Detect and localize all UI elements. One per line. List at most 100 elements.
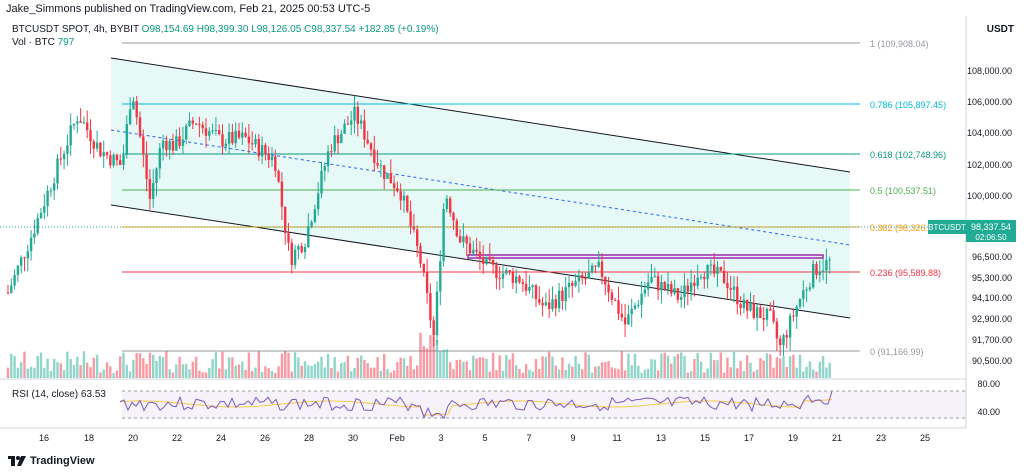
volume-bar [709, 353, 713, 378]
volume-bar [548, 351, 551, 378]
volume-bar [346, 355, 350, 378]
candle-body [6, 292, 10, 294]
candle-body [409, 211, 412, 227]
volume-bar [287, 352, 290, 378]
candle-body [317, 193, 320, 210]
candle-body [752, 303, 755, 318]
volume-bar [307, 365, 310, 378]
volume-bar [359, 355, 363, 378]
candle-body [369, 143, 373, 150]
volume-bar [587, 354, 590, 378]
candle-body [435, 291, 439, 336]
candle-body [227, 132, 231, 144]
volume-label[interactable]: Vol · BTC [12, 37, 55, 48]
candle-body [59, 158, 62, 160]
y-axis-tick: 100,000.00 [967, 191, 1012, 201]
volume-bar [650, 359, 653, 378]
candle-body [260, 145, 264, 157]
volume-bar [145, 363, 148, 378]
volume-bar [716, 360, 719, 378]
candle-body [13, 274, 16, 286]
candle-body [498, 278, 501, 280]
candle-body [356, 106, 359, 124]
candle-body [125, 124, 128, 155]
candle-body [158, 148, 161, 169]
candle-body [211, 130, 214, 132]
volume-bar [808, 361, 812, 378]
volume-bar [419, 332, 422, 378]
candle-body [726, 282, 729, 289]
candle-body [666, 283, 670, 290]
volume-bar [736, 368, 739, 378]
candle-body [610, 292, 614, 300]
volume-bar [402, 358, 406, 378]
volume-bar [6, 367, 10, 378]
candle-body [637, 304, 640, 306]
volume-legend: Vol · BTC 797 [12, 37, 74, 48]
volume-bar [244, 369, 247, 378]
candle-body [564, 287, 567, 301]
candle-body [524, 283, 528, 291]
candle-body [310, 222, 313, 227]
volume-bar [802, 371, 805, 378]
candle-body [584, 278, 587, 280]
candle-body [680, 297, 683, 300]
candle-body [623, 317, 627, 325]
volume-bar [211, 359, 214, 378]
volume-bar [472, 355, 475, 378]
candle-body [102, 152, 105, 157]
candle-body [188, 120, 191, 126]
candle-body [762, 318, 765, 320]
candle-body [617, 300, 620, 314]
symbol-label[interactable]: BTCUSDT SPOT, 4h, BYBIT [12, 24, 139, 35]
candle-body [138, 117, 142, 137]
candle-body [142, 136, 145, 155]
volume-bar [475, 358, 478, 378]
volume-bar [462, 361, 465, 378]
volume-bar [247, 352, 251, 378]
volume-bar [89, 367, 92, 378]
x-axis-tick: 5 [482, 433, 487, 443]
volume-bar [313, 363, 317, 378]
volume-bar [458, 359, 462, 378]
candle-body [386, 173, 389, 179]
candle-body [366, 139, 369, 144]
volume-bar [627, 353, 630, 378]
candle-body [234, 130, 237, 144]
volume-bar [577, 363, 581, 378]
currency-label[interactable]: USDT [986, 24, 1014, 35]
volume-bar [755, 369, 759, 378]
volume-bar [584, 352, 587, 378]
volume-bar [102, 369, 105, 378]
candle-body [508, 270, 511, 273]
candle-body [389, 173, 392, 184]
channel-lower-line [110, 204, 851, 319]
volume-bar [623, 370, 627, 378]
candle-body [828, 259, 831, 261]
candle-body [155, 168, 158, 183]
candle-body [379, 165, 383, 167]
candle-body [581, 275, 584, 279]
candle-body [43, 206, 46, 213]
candle-body [49, 190, 53, 192]
volume-bar [326, 353, 330, 378]
candle-body [346, 123, 350, 125]
candle-body [340, 133, 343, 144]
y-axis-tick: 95,300.00 [972, 273, 1012, 283]
volume-bar [515, 365, 518, 378]
candle-body [587, 272, 590, 279]
volume-bar [406, 365, 409, 378]
candle-body [772, 310, 775, 322]
publisher-line: Jake_Simmons published on TradingView.co… [6, 3, 371, 15]
candle-body [425, 272, 429, 294]
volume-bar [449, 362, 452, 378]
rsi-legend[interactable]: RSI (14, close) 63.53 [12, 389, 106, 400]
volume-bar [386, 368, 389, 378]
volume-bar [214, 352, 218, 378]
candle-body [485, 256, 488, 264]
volume-bar [227, 357, 231, 378]
y-axis-tick: 92,900.00 [972, 314, 1012, 324]
candle-body [392, 183, 396, 189]
volume-bar [109, 366, 112, 378]
